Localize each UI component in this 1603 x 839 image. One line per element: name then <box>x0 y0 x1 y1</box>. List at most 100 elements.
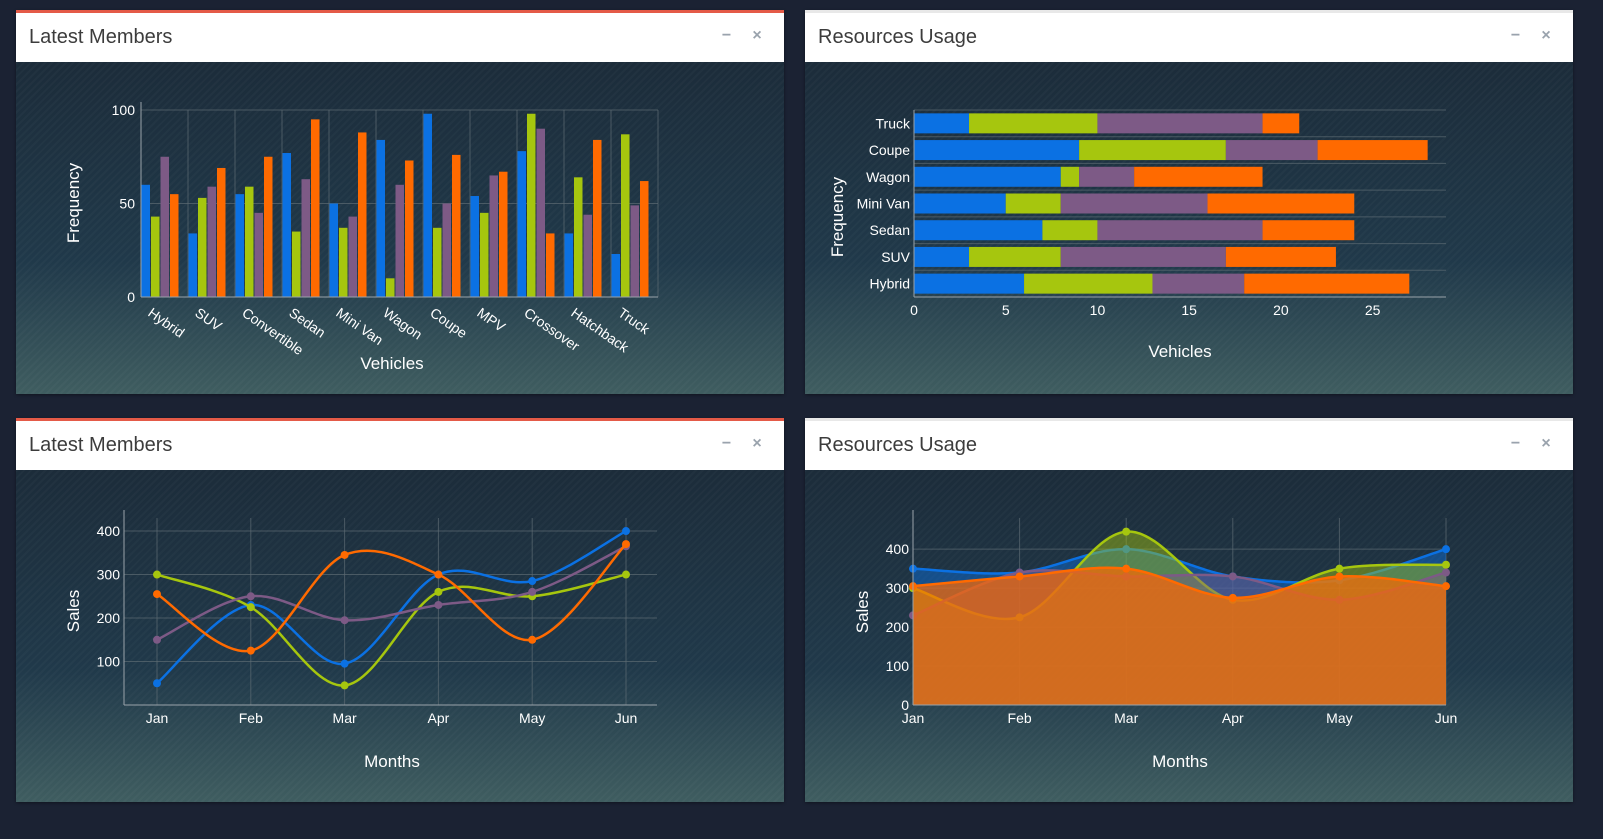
panel-resources-usage-stacked: Resources Usage − × 0 5 10 15 20 25 Hybrid SUV S… <box>805 10 1573 394</box>
x-tick-label: 25 <box>1365 302 1381 318</box>
bar-mpv-green <box>480 212 489 297</box>
bar-truck-green <box>621 134 630 297</box>
x-tick-label: Wagon <box>380 304 425 342</box>
point-orange-apr <box>434 570 443 579</box>
minimize-icon[interactable]: − <box>721 435 732 452</box>
point-blue-jun <box>1442 545 1450 554</box>
close-icon[interactable]: × <box>752 27 762 44</box>
bar-hybrid-purple <box>1152 273 1245 294</box>
bar-sedan-orange <box>1262 220 1355 241</box>
bar-wagon-purple <box>1079 166 1135 187</box>
panel-body: 0 100 200 300 400 Jan Feb Mar Apr May Jun Months Sal… <box>805 470 1573 802</box>
close-icon[interactable]: × <box>1541 27 1551 44</box>
close-icon[interactable]: × <box>752 435 762 452</box>
bar-truck-orange <box>1262 113 1300 134</box>
point-blue-mar <box>340 659 349 668</box>
bar-crossover-blue <box>517 151 526 297</box>
y-tick-label: Coupe <box>869 142 910 158</box>
monthly-sales-area-chart: 0 100 200 300 400 Jan Feb Mar Apr May Jun Months Sal… <box>853 510 1458 771</box>
bar-sedan-green <box>1042 220 1098 241</box>
bar-mini-van-orange <box>358 132 367 297</box>
bar-sedan-purple <box>1097 220 1263 241</box>
bar-suv-blue <box>188 233 197 297</box>
minimize-icon[interactable]: − <box>721 27 732 44</box>
bar-hatchback-orange <box>593 139 602 297</box>
y-tick-label: 0 <box>127 289 135 305</box>
point-purple-may <box>528 587 537 596</box>
panel-body: 100 200 300 400 Jan Feb Mar Apr May Jun Months Sale… <box>16 470 784 802</box>
bar-mini-van-purple <box>348 216 357 297</box>
bar-coupe-purple <box>1225 140 1318 161</box>
line-series-purple <box>156 545 627 641</box>
point-orange-may <box>1335 572 1344 581</box>
monthly-sales-line-chart: 100 200 300 400 Jan Feb Mar Apr May Jun Months Sale… <box>64 510 657 771</box>
bar-mpv-purple <box>489 175 498 297</box>
bar-mini-van-green <box>1005 193 1061 214</box>
y-axis-label: Frequency <box>828 176 847 257</box>
bar-mini-van-green <box>339 227 348 297</box>
bar-crossover-green <box>527 113 536 297</box>
close-icon[interactable]: × <box>1541 435 1551 452</box>
panel-title: Latest Members <box>29 26 173 48</box>
point-green-may <box>1335 564 1344 573</box>
y-tick-label: 200 <box>886 619 910 635</box>
point-purple-jun <box>1442 568 1450 577</box>
bar-wagon-green <box>1060 166 1080 187</box>
point-green-jun <box>1442 560 1450 569</box>
bar-wagon-purple <box>395 184 404 297</box>
point-green-jan <box>153 570 161 579</box>
x-tick-label: Apr <box>428 710 450 726</box>
point-blue-may <box>528 577 537 586</box>
point-green-mar <box>1122 527 1131 536</box>
y-tick-label: Wagon <box>866 169 910 185</box>
bar-sedan-purple <box>301 179 310 297</box>
y-tick-label: 100 <box>886 658 910 674</box>
bar-hatchback-purple <box>583 214 592 297</box>
bar-convertible-orange <box>264 156 273 297</box>
point-purple-jan <box>153 635 161 644</box>
bar-coupe-purple <box>442 203 451 297</box>
point-orange-jan <box>153 590 161 599</box>
bar-mini-van-blue <box>329 203 338 297</box>
panel-header: Resources Usage − × <box>805 10 1573 62</box>
bar-truck-blue <box>914 113 970 134</box>
bar-truck-blue <box>611 253 620 297</box>
line-series-orange <box>912 566 1447 600</box>
bar-hybrid-green <box>151 216 160 297</box>
bar-crossover-orange <box>546 233 555 297</box>
point-orange-mar <box>340 550 349 559</box>
minimize-icon[interactable]: − <box>1510 435 1521 452</box>
x-tick-label: Jun <box>1435 710 1458 726</box>
panel-body: 0 5 10 15 20 25 Hybrid SUV Sedan Mini Van Wagon Cou… <box>805 62 1573 394</box>
point-orange-may <box>528 635 537 644</box>
bar-wagon-orange <box>405 160 414 297</box>
bar-truck-purple <box>630 205 639 297</box>
y-tick-label: 50 <box>119 196 135 212</box>
bar-mini-van-blue <box>914 193 1006 214</box>
y-tick-label: 100 <box>112 102 136 118</box>
bar-sedan-blue <box>282 153 291 297</box>
x-tick-label: Jan <box>902 710 925 726</box>
y-tick-label: Hybrid <box>870 276 910 292</box>
y-tick-label: Sedan <box>870 222 910 238</box>
bar-convertible-purple <box>254 212 263 297</box>
point-orange-jun <box>1442 582 1450 591</box>
x-tick-label: Apr <box>1222 710 1244 726</box>
x-tick-label: 20 <box>1273 302 1289 318</box>
x-tick-label: 10 <box>1090 302 1106 318</box>
bar-truck-orange <box>640 181 649 297</box>
minimize-icon[interactable]: − <box>1510 27 1521 44</box>
panel-header: Latest Members − × <box>16 418 784 470</box>
bar-suv-green <box>969 246 1061 267</box>
x-axis-label: Vehicles <box>360 354 423 373</box>
bar-convertible-green <box>245 186 254 297</box>
y-axis-label: Sales <box>853 591 872 634</box>
line-series-blue <box>156 529 627 685</box>
bar-coupe-orange <box>452 154 461 297</box>
bar-coupe-blue <box>914 140 1080 161</box>
bar-sedan-blue <box>914 220 1043 241</box>
point-orange-feb <box>1015 572 1024 581</box>
bar-mpv-blue <box>470 196 479 297</box>
point-purple-mar <box>340 616 349 625</box>
